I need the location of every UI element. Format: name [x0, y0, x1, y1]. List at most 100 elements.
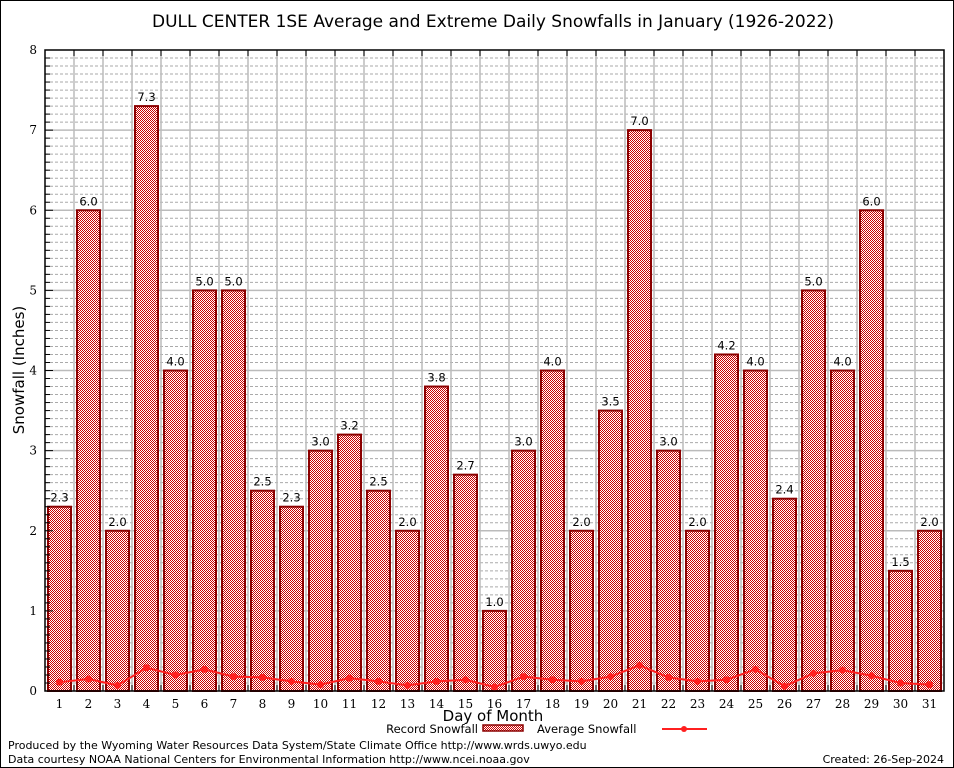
x-tick-label: 22	[661, 697, 676, 711]
bar-value-label: 3.0	[311, 435, 329, 449]
record-bar	[424, 385, 449, 692]
record-bar	[395, 529, 420, 692]
x-tick-label: 20	[603, 697, 618, 711]
x-tick-label: 1	[56, 697, 64, 711]
x-tick-label: 4	[143, 697, 151, 711]
average-point	[694, 677, 701, 685]
x-tick-label: 6	[201, 697, 209, 711]
bar-value-label: 4.2	[717, 338, 735, 352]
record-bar	[714, 353, 739, 692]
record-bar	[598, 409, 623, 692]
y-tick-label: 5	[29, 283, 37, 297]
bar-value-label: 3.2	[340, 419, 358, 433]
record-bar	[47, 505, 72, 692]
average-line	[56, 661, 933, 691]
average-point	[520, 673, 527, 681]
average-point	[288, 677, 295, 685]
bar-value-label: 4.0	[746, 355, 764, 369]
y-tick-label: 2	[29, 524, 37, 538]
y-tick-label: 8	[29, 43, 37, 57]
x-axis-label: Day of Month	[443, 707, 544, 725]
x-tick-label: 31	[922, 697, 937, 711]
record-bar	[163, 369, 188, 692]
record-bar	[569, 529, 594, 692]
record-bar	[221, 289, 246, 692]
average-point	[781, 682, 788, 690]
bar-value-label: 3.0	[514, 435, 532, 449]
record-bar	[337, 433, 362, 692]
footer-data-courtesy: Data courtesy NOAA National Centers for …	[8, 753, 530, 766]
bar-value-label: 2.0	[920, 515, 938, 529]
average-point	[868, 672, 875, 680]
average-point	[839, 666, 846, 674]
record-bar	[656, 449, 681, 692]
legend-average-marker	[681, 726, 687, 732]
x-tick-label: 9	[288, 697, 296, 711]
x-tick-label: 5	[172, 697, 180, 711]
bar-value-label: 6.0	[79, 194, 97, 208]
record-bar	[917, 529, 942, 692]
x-tick-label: 28	[835, 697, 850, 711]
bar-value-label: 3.0	[659, 435, 677, 449]
bars: 2.3 6.0 2.0 7.3 4.0 5.0 5.0 2.5 2.3 3.0 3.2 2.5 2.0 3…	[47, 90, 942, 693]
x-tick-label: 11	[342, 697, 357, 711]
average-point	[56, 678, 63, 686]
bar-value-label: 2.3	[50, 491, 68, 505]
y-axis-label: Snowfall (Inches)	[10, 306, 28, 434]
record-bar	[540, 369, 565, 692]
record-bar	[511, 449, 536, 692]
bar-value-label: 2.4	[775, 483, 793, 497]
bar-value-label: 4.0	[543, 355, 561, 369]
average-point	[259, 673, 266, 681]
bar-value-label: 7.3	[137, 90, 155, 104]
average-point	[897, 679, 904, 687]
y-tick-label: 4	[29, 364, 37, 378]
record-bar	[76, 209, 101, 692]
bar-value-label: 5.0	[195, 274, 213, 288]
record-bar	[308, 449, 333, 692]
record-bar	[859, 209, 884, 692]
x-tick-label: 23	[690, 697, 705, 711]
y-tick-label: 3	[29, 444, 37, 458]
x-tick-label: 13	[400, 697, 415, 711]
x-tick-label: 26	[777, 697, 792, 711]
legend-average-label: Average Snowfall	[537, 722, 636, 736]
average-point	[723, 676, 730, 684]
record-bar	[772, 497, 797, 693]
average-point	[201, 665, 208, 673]
record-bar	[453, 473, 478, 692]
x-tick-label: 12	[371, 697, 386, 711]
bar-value-label: 3.5	[601, 395, 619, 409]
record-bar	[366, 489, 391, 692]
average-point	[114, 681, 121, 689]
y-tick-label: 7	[29, 123, 37, 137]
footer-produced-by: Produced by the Wyoming Water Resources …	[8, 739, 587, 752]
x-tick-label: 27	[806, 697, 821, 711]
bar-value-label: 5.0	[224, 274, 242, 288]
record-bar	[743, 369, 768, 692]
average-point	[752, 665, 759, 673]
y-tick-label: 0	[29, 684, 37, 698]
legend-record-label: Record Snowfall	[386, 722, 478, 736]
average-point	[491, 683, 498, 691]
average-point	[607, 673, 614, 681]
x-tick-label: 8	[259, 697, 267, 711]
record-bar	[279, 505, 304, 692]
x-tick-label: 7	[230, 697, 238, 711]
bar-value-label: 2.0	[398, 515, 416, 529]
bar-value-label: 1.5	[891, 555, 909, 569]
average-point	[462, 676, 469, 684]
record-bar	[830, 369, 855, 692]
record-bar	[888, 569, 913, 692]
x-tick-label: 10	[313, 697, 328, 711]
record-bar	[134, 105, 159, 692]
x-tick-label: 18	[545, 697, 560, 711]
record-bar	[192, 289, 217, 692]
y-tick-label: 1	[29, 604, 37, 618]
average-point	[433, 677, 440, 685]
average-point	[230, 673, 237, 681]
average-point	[143, 664, 150, 672]
average-point	[317, 681, 324, 689]
bar-value-label: 1.0	[485, 595, 503, 609]
